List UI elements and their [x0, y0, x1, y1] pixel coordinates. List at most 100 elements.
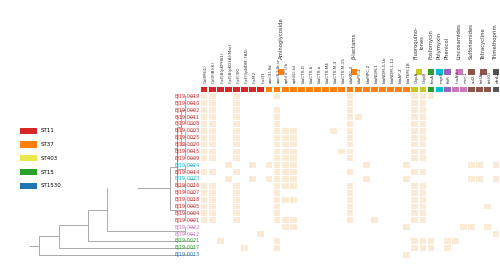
Bar — [476, 176, 483, 182]
Text: mgrB: mgrB — [439, 71, 443, 83]
Bar — [209, 190, 216, 196]
Bar — [200, 204, 207, 209]
Bar — [209, 149, 216, 154]
Bar — [217, 238, 224, 244]
Bar — [412, 183, 418, 189]
Bar — [346, 135, 354, 140]
Bar — [290, 135, 296, 140]
Bar — [428, 94, 434, 99]
Text: BJ19-0013: BJ19-0013 — [174, 252, 200, 257]
Bar — [346, 94, 354, 99]
Text: BJ19-0023: BJ19-0023 — [174, 176, 200, 182]
Bar — [233, 87, 240, 92]
Bar — [492, 176, 500, 182]
Text: BJ19-0002: BJ19-0002 — [174, 108, 200, 113]
Bar — [200, 121, 207, 127]
Bar — [274, 245, 280, 251]
Bar — [456, 69, 463, 75]
Bar — [444, 245, 450, 251]
Bar — [250, 87, 256, 92]
Text: ST403: ST403 — [41, 156, 58, 161]
Bar — [363, 87, 370, 92]
Bar — [200, 169, 207, 175]
Text: blaCTX-D: blaCTX-D — [302, 64, 306, 83]
Bar — [404, 224, 410, 230]
Bar — [233, 190, 240, 196]
Bar — [274, 87, 280, 92]
Bar — [346, 114, 354, 120]
Bar — [233, 135, 240, 140]
Bar — [436, 87, 442, 92]
Text: blaTEM-1B: blaTEM-1B — [407, 61, 411, 83]
Bar — [420, 128, 426, 134]
Text: BJ19-0009: BJ19-0009 — [174, 156, 200, 161]
Bar — [209, 100, 216, 106]
Bar — [274, 155, 280, 161]
Text: blaCTX-M4: blaCTX-M4 — [326, 61, 330, 83]
Bar — [233, 204, 240, 209]
Bar — [258, 87, 264, 92]
Bar — [290, 169, 296, 175]
Text: BJ19-0014: BJ19-0014 — [174, 170, 200, 175]
Bar — [460, 87, 467, 92]
Bar — [412, 149, 418, 154]
Text: aph(6)-Id: aph(6)-Id — [293, 64, 297, 83]
Bar — [209, 94, 216, 99]
Bar — [200, 135, 207, 140]
Text: fosA: fosA — [431, 74, 435, 83]
Bar — [492, 231, 500, 237]
Bar — [233, 155, 240, 161]
Bar — [420, 94, 426, 99]
Bar — [209, 135, 216, 140]
Text: blaNDM-1-12: blaNDM-1-12 — [390, 56, 394, 83]
Text: sul2: sul2 — [472, 74, 476, 83]
Bar — [338, 87, 345, 92]
Bar — [200, 100, 207, 106]
Bar — [420, 121, 426, 127]
Bar — [346, 149, 354, 154]
Text: IncFII(K): IncFII(K) — [236, 66, 240, 83]
Bar — [404, 252, 410, 258]
Text: BJ19-0007: BJ19-0007 — [174, 190, 200, 195]
Bar — [282, 197, 288, 202]
Bar — [233, 169, 240, 175]
Bar — [282, 169, 288, 175]
Bar — [233, 197, 240, 202]
Bar — [346, 87, 354, 92]
Bar — [412, 142, 418, 147]
Bar — [209, 87, 216, 92]
Text: BJ19-0016: BJ19-0016 — [174, 183, 200, 188]
Bar — [274, 114, 280, 120]
Bar — [209, 210, 216, 216]
Text: BJ19-0012: BJ19-0012 — [174, 232, 200, 237]
Bar — [209, 107, 216, 113]
Bar — [233, 100, 240, 106]
Bar — [387, 87, 394, 92]
Bar — [233, 107, 240, 113]
Bar — [420, 238, 426, 244]
Bar — [420, 183, 426, 189]
Bar — [274, 217, 280, 223]
Bar — [354, 87, 362, 92]
Bar — [346, 100, 354, 106]
Bar — [428, 245, 434, 251]
Bar — [346, 107, 354, 113]
Text: BJ19-0004: BJ19-0004 — [174, 211, 200, 216]
Text: floR: floR — [448, 74, 452, 83]
Bar — [282, 142, 288, 147]
Bar — [420, 245, 426, 251]
Text: aac(3)-IId: aac(3)-IId — [269, 63, 273, 83]
Text: BJ19-0017: BJ19-0017 — [174, 245, 200, 250]
Bar — [200, 142, 207, 147]
Bar — [363, 162, 370, 168]
Text: blaPC-2: blaPC-2 — [358, 67, 362, 83]
Bar — [428, 87, 434, 92]
Text: BJ19-0005: BJ19-0005 — [174, 204, 200, 209]
Text: blaNDM-1: blaNDM-1 — [374, 63, 378, 83]
Bar — [200, 217, 207, 223]
Text: blaCTX-M-3: blaCTX-M-3 — [334, 59, 338, 83]
Text: Tetracycline: Tetracycline — [482, 27, 486, 59]
Bar — [290, 183, 296, 189]
Bar — [290, 197, 296, 202]
Bar — [468, 162, 475, 168]
